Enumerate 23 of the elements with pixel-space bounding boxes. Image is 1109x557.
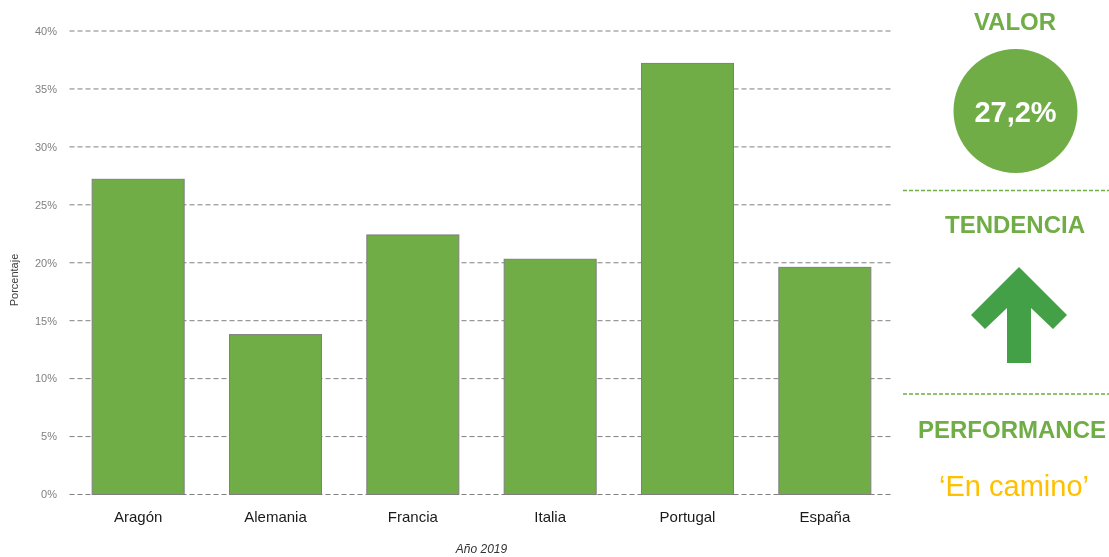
x-tick-label: Francia (387, 508, 439, 525)
text: TENDENCIA (944, 211, 1086, 238)
x-tick-label: España (799, 508, 851, 525)
x-tick-label: Portugal (659, 508, 716, 525)
y-tick-label: 35% (34, 82, 58, 95)
x-axis-title: Año 2019 (454, 542, 508, 556)
y-axis-title: Porcentaje (8, 253, 20, 307)
x-tick-label: Italia (534, 508, 567, 525)
y-tick-label: 10% (34, 372, 58, 385)
x-tick-label: Alemania (244, 508, 308, 525)
text: ‘En camino’ (939, 470, 1089, 502)
y-tick-label: 30% (34, 140, 58, 153)
text: 27,2% (974, 96, 1057, 128)
y-tick-label: 25% (34, 198, 58, 211)
bar (366, 234, 460, 495)
text: VALOR (973, 8, 1057, 35)
x-tick-label: Aragón (113, 508, 163, 525)
y-tick-label: 0% (41, 488, 58, 501)
y-tick-label: 15% (34, 314, 58, 327)
y-tick-label: 5% (41, 430, 58, 443)
text: PERFORMANCE (917, 416, 1107, 443)
y-tick-label: 20% (34, 256, 58, 269)
y-tick-label: 40% (34, 24, 58, 37)
